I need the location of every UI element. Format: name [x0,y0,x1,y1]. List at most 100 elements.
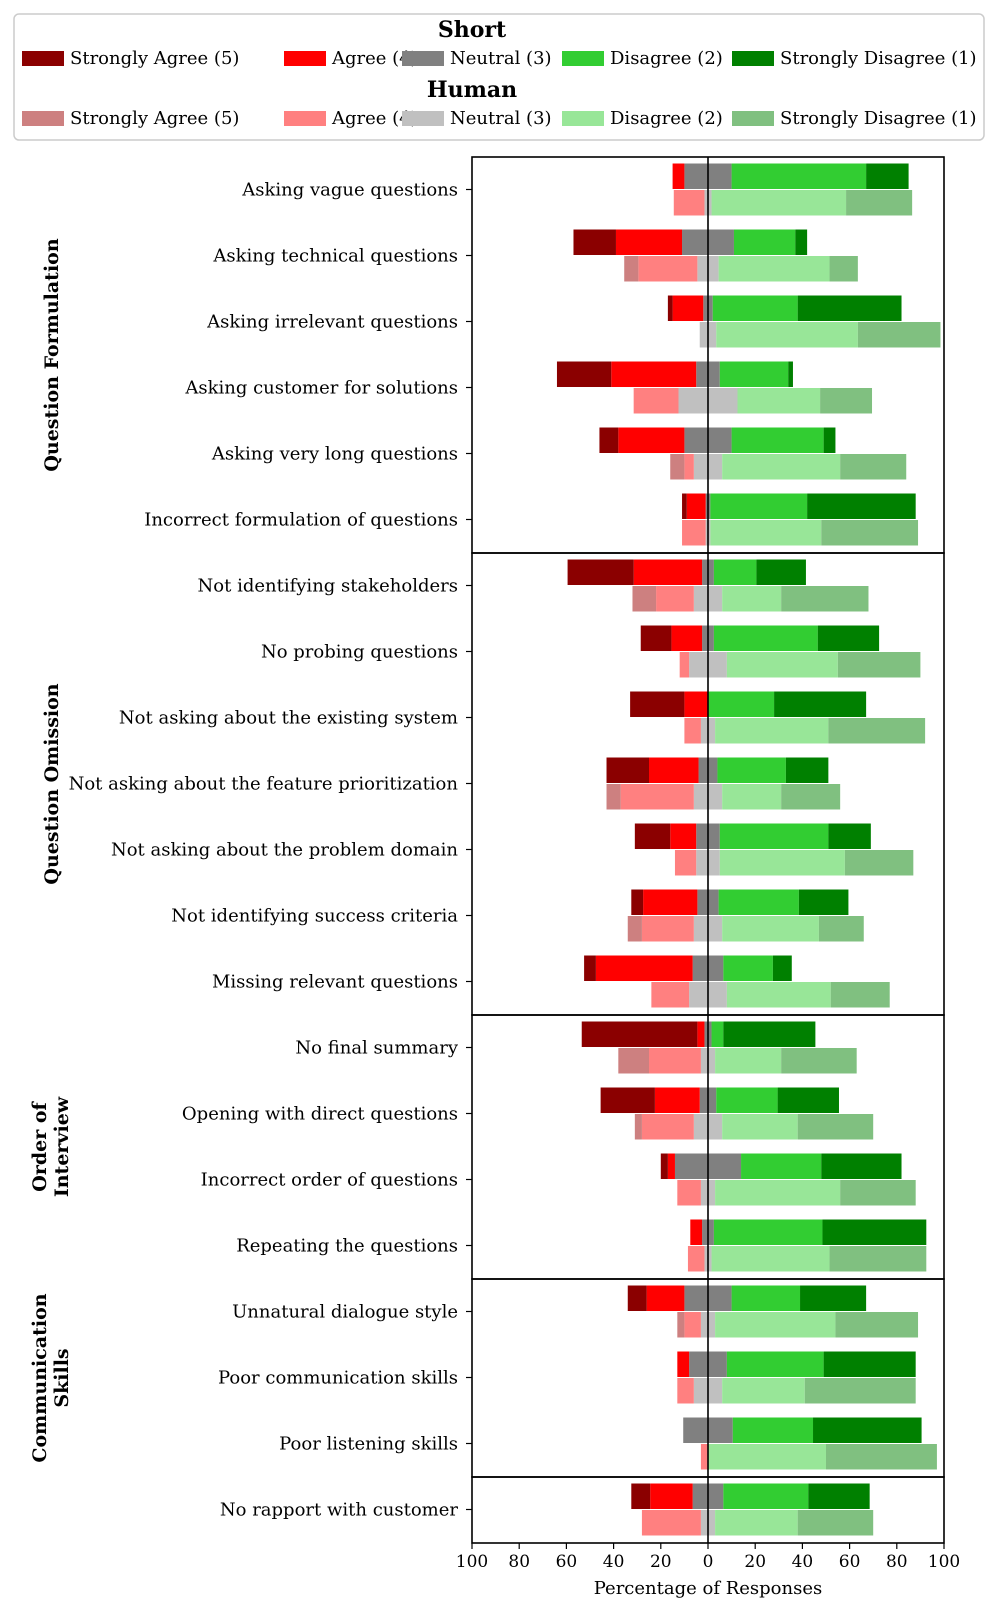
bar-human-neutral-3-poor-communication-skills-right [708,1378,723,1404]
bar-human-disagree-2-poor-listening-skills-right [708,1444,826,1470]
bar-human-neutral-3-no-probing-questions-right [708,652,727,678]
bar-short-neutral-3-missing-relevant-questions [692,955,708,981]
bar-human-agree-4-poor-communication-skills [677,1378,694,1404]
bar-human-disagree-2-asking-very-long-questions-right [722,454,841,480]
bar-short-strongly-disagree-1-no-probing-questions-right [817,625,880,651]
bar-human-neutral-3-opening-with-direct-questions [693,1114,708,1140]
bar-short-disagree-2-asking-technical-questions-right [733,229,796,255]
bar-human-neutral-3-unnatural-dialogue-style [700,1312,708,1338]
row-label-asking-very-long-questions: Asking very long questions [211,444,458,465]
bar-human-neutral-3-incorrect-order-of-questions-right [708,1180,716,1206]
bar-human-disagree-2-not-identifying-stakeholders-right [722,586,782,612]
x-tick-label-1: 80 [508,1552,530,1572]
bar-short-agree-4-no-rapport-with-customer [650,1483,693,1509]
row-labels: Asking vague questions Asking technical q… [69,180,472,1521]
bar-short-neutral-3-missing-relevant-questions-right [708,955,724,981]
bar-short-agree-4-poor-communication-skills [677,1351,690,1377]
bar-human-strongly-agree-5-not-identifying-success-criteria [627,916,642,942]
bar-short-disagree-2-asking-vague-questions-right [731,163,867,189]
bar-short-disagree-2-not-identifying-stakeholders-right [713,559,757,585]
bar-human-neutral-3-asking-very-long-questions-right [708,454,723,480]
bar-human-neutral-3-missing-relevant-questions-right [708,982,727,1008]
bar-human-disagree-2-opening-with-direct-questions-right [722,1114,798,1140]
legend-swatch-human-disagree-2 [562,111,604,126]
bar-short-strongly-disagree-1-unnatural-dialogue-style-right [800,1285,867,1311]
bar-human-neutral-3-incorrect-formulation-of-questions [705,520,708,546]
bar-human-agree-4-not-identifying-stakeholders [656,586,694,612]
row-label-missing-relevant-questions: Missing relevant questions [212,972,458,993]
bar-human-agree-4-asking-customer-for-solutions [633,388,679,414]
legend-swatch-short-strongly-agree-5 [22,51,64,66]
bar-human-agree-4-asking-very-long-questions [684,454,694,480]
bar-short-agree-4-not-asking-about-the-feature-prioritization [649,757,699,783]
bar-short-strongly-agree-5-no-rapport-with-customer [631,1483,651,1509]
bar-short-strongly-disagree-1-incorrect-order-of-questions-right [821,1153,902,1179]
bar-human-neutral-3-not-identifying-success-criteria [693,916,708,942]
bar-human-neutral-3-asking-irrelevant-questions-right [708,322,717,348]
x-tick-label-10: 100 [928,1552,960,1572]
bar-human-neutral-3-asking-customer-for-solutions [678,388,708,414]
bar-short-disagree-2-poor-listening-skills-right [732,1417,814,1443]
bar-short-neutral-3-unnatural-dialogue-style-right [708,1285,732,1311]
bar-short-agree-4-not-asking-about-the-problem-domain [670,823,697,849]
bar-short-agree-4-incorrect-formulation-of-questions [686,493,706,519]
bar-human-agree-4-incorrect-order-of-questions [677,1180,701,1206]
legend-label-human-disagree-2: Disagree (2) [610,108,723,129]
bar-short-strongly-disagree-1-opening-with-direct-questions-right [777,1087,839,1113]
bar-short-neutral-3-incorrect-formulation-of-questions [705,493,708,519]
bar-human-agree-4-incorrect-formulation-of-questions [682,520,706,546]
bar-short-strongly-agree-5-asking-technical-questions [573,229,616,255]
bar-short-neutral-3-no-probing-questions [702,625,708,651]
bar-human-neutral-3-asking-vague-questions-right [708,190,712,216]
row-label-not-asking-about-the-existing-system: Not asking about the existing system [119,708,458,729]
bar-human-agree-4-no-rapport-with-customer [641,1510,701,1536]
bar-short-strongly-agree-5-incorrect-order-of-questions [660,1153,668,1179]
bar-human-strongly-disagree-1-asking-vague-questions-right [846,190,913,216]
bar-human-strongly-disagree-1-missing-relevant-questions-right [830,982,890,1008]
bar-human-disagree-2-asking-technical-questions-right [718,256,830,282]
bar-short-neutral-3-not-identifying-stakeholders [702,559,708,585]
row-label-not-asking-about-the-feature-prioritization: Not asking about the feature prioritizat… [69,774,459,795]
bar-short-strongly-disagree-1-poor-listening-skills-right [813,1417,922,1443]
x-tick-label-4: 20 [650,1552,672,1572]
group-label-communication-skills-line1: Communication [29,1293,51,1462]
bar-human-disagree-2-not-asking-about-the-existing-system-right [715,718,829,744]
bar-short-strongly-agree-5-incorrect-formulation-of-questions [682,493,687,519]
row-label-incorrect-order-of-questions: Incorrect order of questions [201,1170,458,1191]
bar-short-agree-4-not-asking-about-the-existing-system [684,691,708,717]
bar-short-disagree-2-incorrect-order-of-questions-right [741,1153,822,1179]
group-label-communication-skills-line2: Skills [51,1348,73,1407]
bar-short-agree-4-not-identifying-success-criteria [643,889,698,915]
bar-human-disagree-2-poor-communication-skills-right [722,1378,805,1404]
row-label-poor-communication-skills: Poor communication skills [218,1368,458,1389]
bar-human-neutral-3-asking-vague-questions [704,190,708,216]
bar-short-agree-4-asking-technical-questions [615,229,683,255]
bar-short-neutral-3-opening-with-direct-questions-right [708,1087,717,1113]
bar-short-disagree-2-repeating-the-questions-right [713,1219,823,1245]
bar-human-agree-4-not-asking-about-the-feature-prioritization [620,784,694,810]
bar-short-neutral-3-not-identifying-stakeholders-right [708,559,714,585]
legend-label-short-strongly-agree-5: Strongly Agree (5) [70,48,239,69]
bar-short-strongly-agree-5-missing-relevant-questions [584,955,596,981]
bar-short-strongly-disagree-1-missing-relevant-questions-right [772,955,792,981]
bar-human-agree-4-opening-with-direct-questions [641,1114,694,1140]
bar-short-disagree-2-missing-relevant-questions-right [723,955,773,981]
bar-short-neutral-3-poor-listening-skills [683,1417,708,1443]
legend-label-human-strongly-agree-5: Strongly Agree (5) [70,108,239,129]
bar-human-neutral-3-asking-technical-questions-right [708,256,719,282]
bar-human-disagree-2-unnatural-dialogue-style-right [715,1312,836,1338]
bar-human-neutral-3-not-identifying-stakeholders-right [708,586,723,612]
row-label-unnatural-dialogue-style: Unnatural dialogue style [232,1302,458,1323]
bar-short-disagree-2-asking-irrelevant-questions-right [712,295,798,321]
x-tick-label-3: 40 [603,1552,625,1572]
bar-human-strongly-disagree-1-asking-irrelevant-questions-right [857,322,941,348]
bar-short-strongly-agree-5-asking-irrelevant-questions [667,295,673,321]
bar-short-disagree-2-no-probing-questions-right [713,625,818,651]
legend-label-human-neutral-3: Neutral (3) [450,108,552,129]
bar-short-neutral-3-incorrect-formulation-of-questions-right [708,493,711,519]
bar-human-strongly-disagree-1-poor-communication-skills-right [804,1378,916,1404]
bar-human-neutral-3-no-rapport-with-customer [700,1510,708,1536]
bar-human-neutral-3-not-asking-about-the-existing-system-right [708,718,716,744]
x-tick-label-8: 60 [839,1552,861,1572]
bar-human-neutral-3-no-rapport-with-customer-right [708,1510,716,1536]
